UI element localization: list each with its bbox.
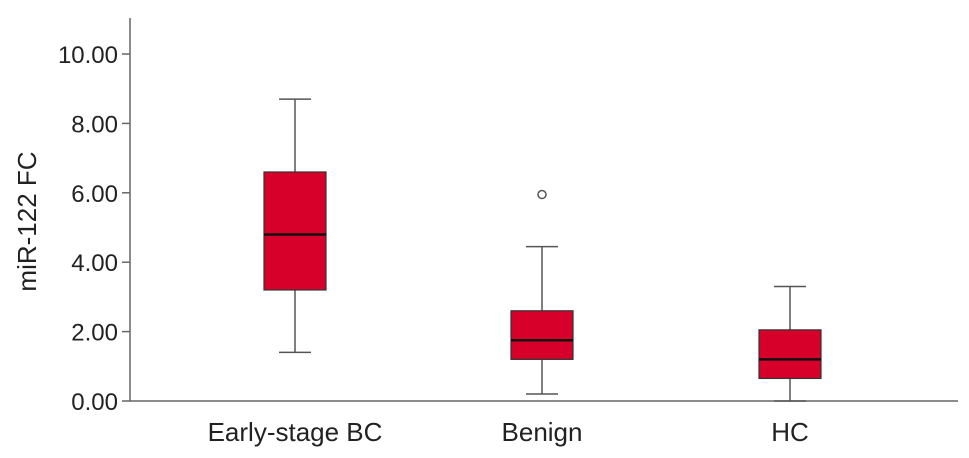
box-benign [510, 189, 574, 395]
y-tick-label: 8.00 [71, 111, 118, 138]
iqr-box [263, 171, 327, 291]
box-group [263, 98, 822, 402]
y-tick-label: 2.00 [71, 320, 118, 347]
y-tick-label: 10.00 [58, 42, 118, 69]
y-ticks: 0.00 2.00 4.00 6.00 8.00 10.00 [58, 42, 130, 416]
box-hc [758, 285, 822, 402]
chart-axes [129, 18, 958, 402]
x-category-labels: Early-stage BC Benign HC [208, 417, 809, 447]
x-category-label: Early-stage BC [208, 417, 383, 447]
outlier-point [537, 189, 547, 200]
x-category-label: Benign [502, 417, 583, 447]
iqr-box [758, 329, 822, 380]
iqr-box [510, 310, 574, 360]
y-tick-label: 0.00 [71, 389, 118, 416]
box-early-stage-bc [263, 98, 327, 354]
y-tick-label: 4.00 [71, 250, 118, 277]
x-category-label: HC [771, 417, 809, 447]
y-axis-title: miR-122 FC [12, 151, 42, 291]
y-tick-label: 6.00 [71, 181, 118, 208]
